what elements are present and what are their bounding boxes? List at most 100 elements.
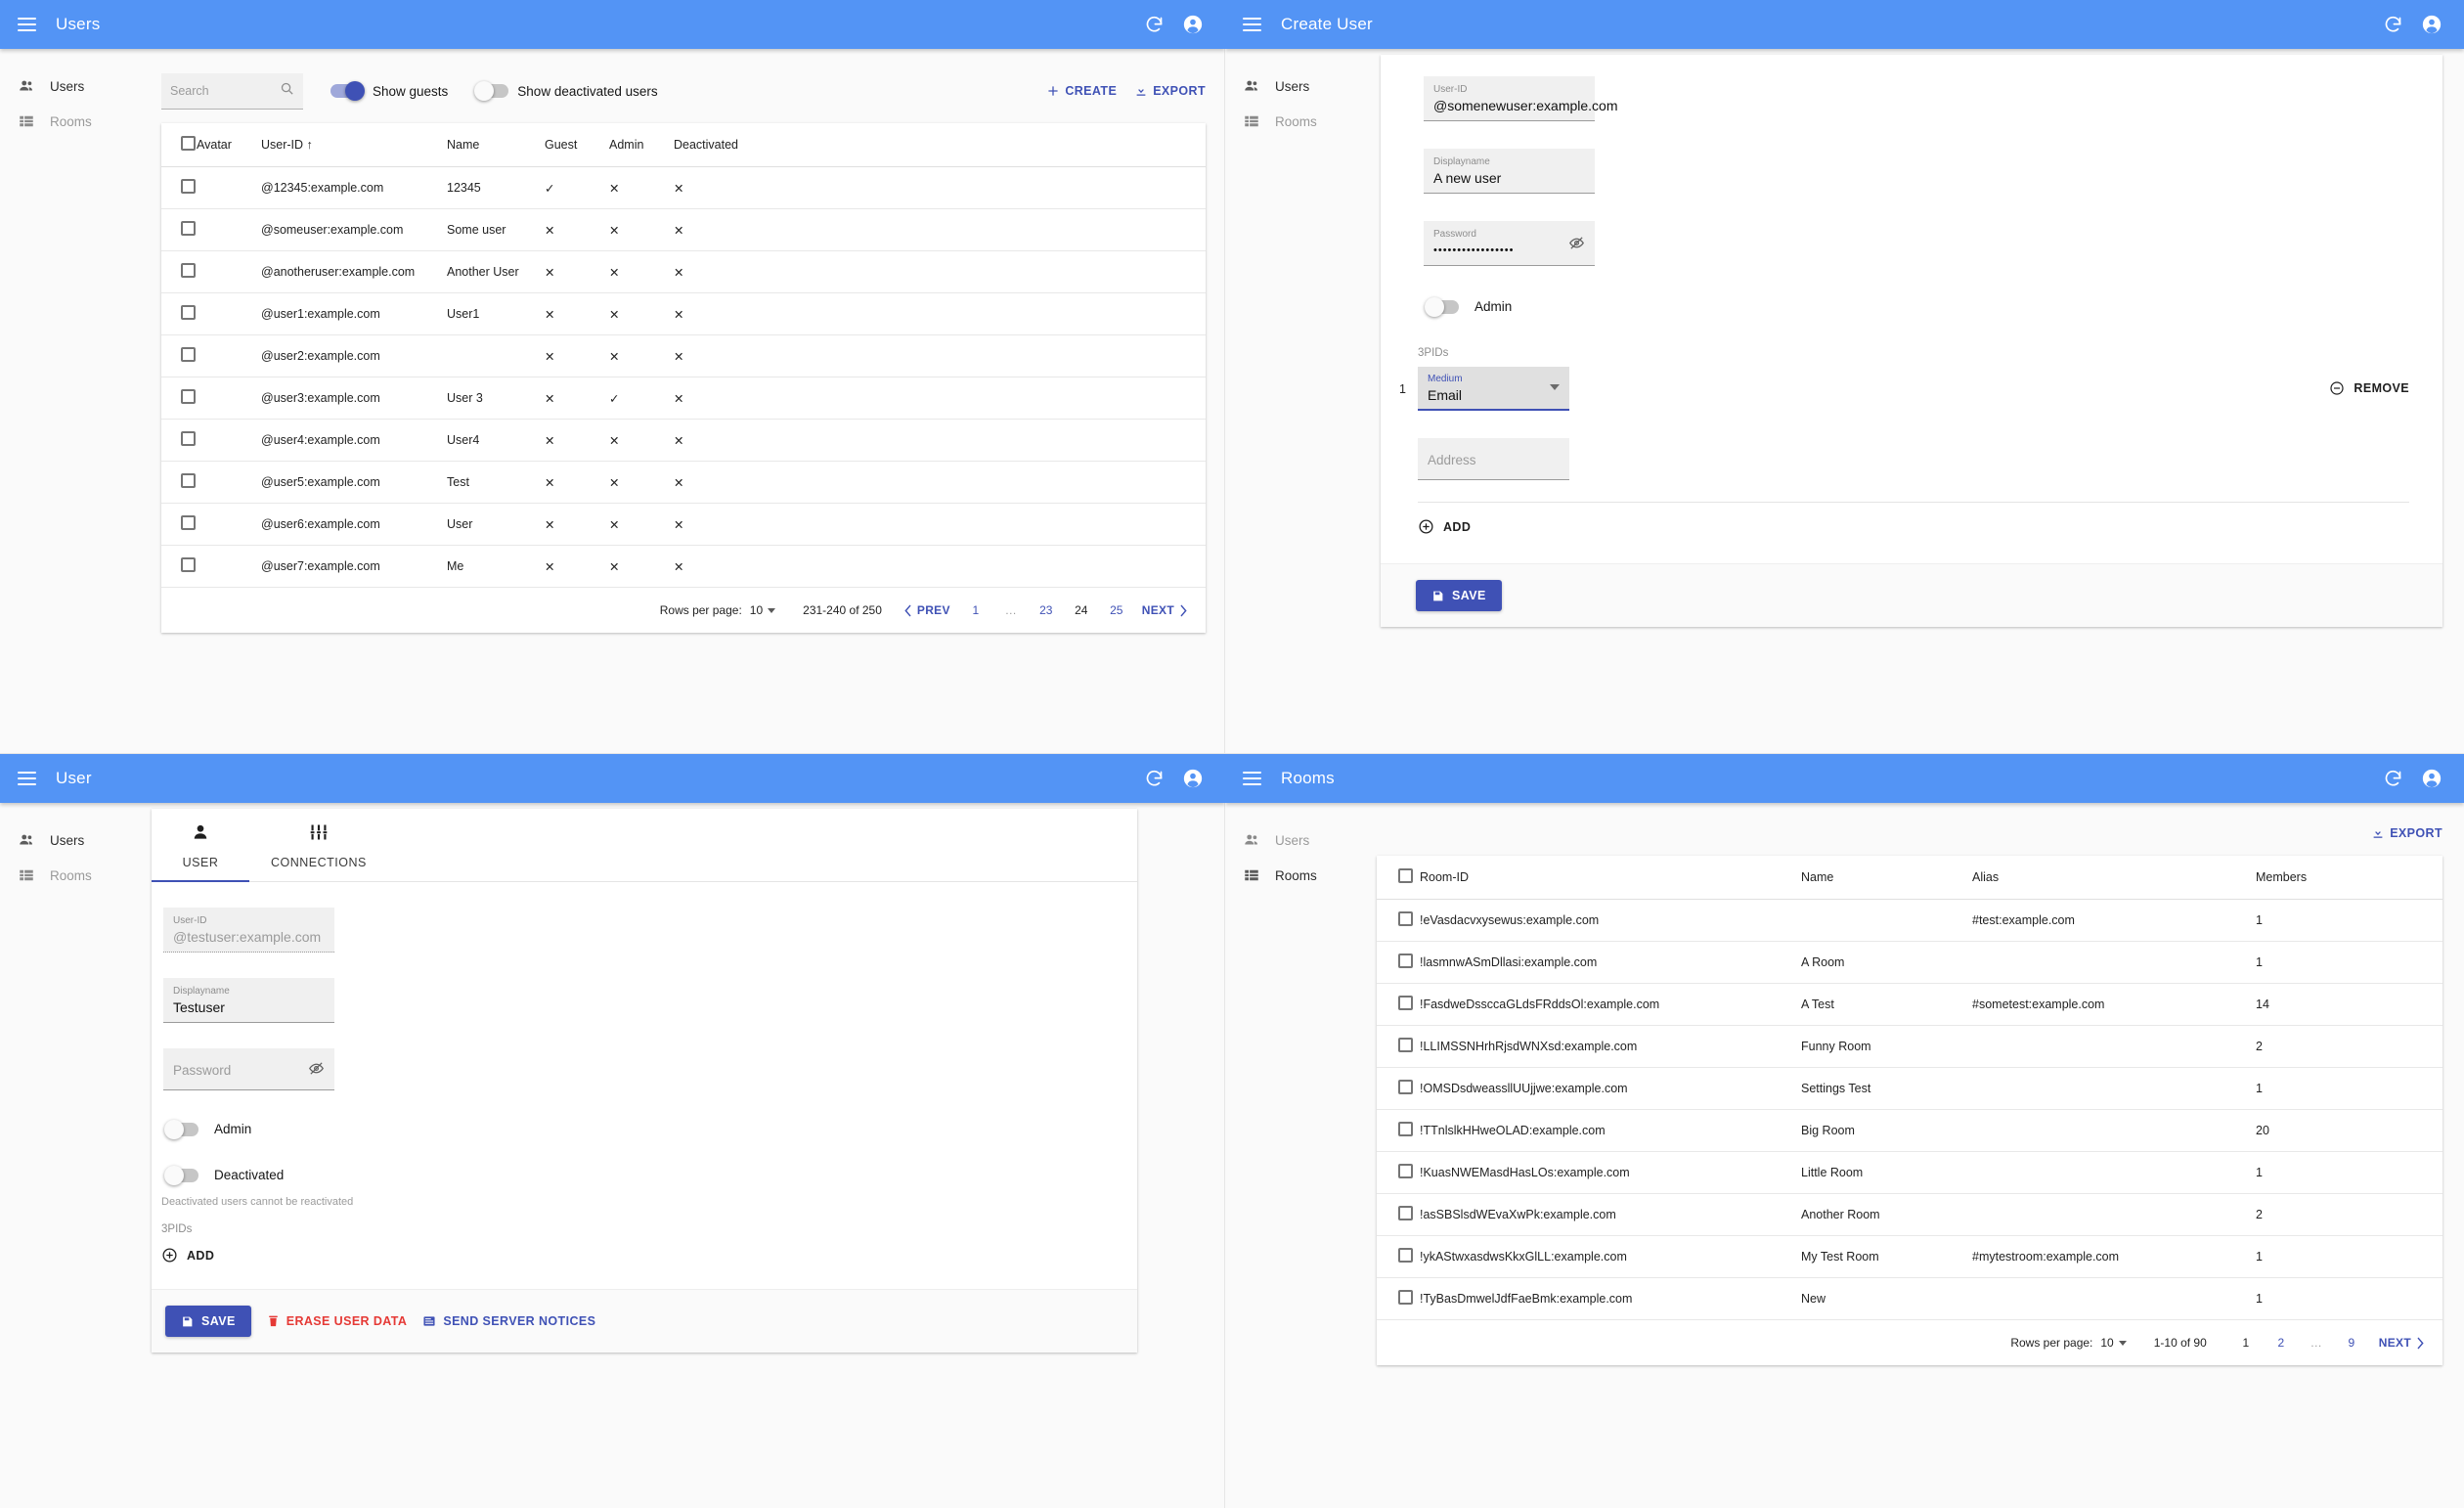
erase-user-data-button[interactable]: ERASE USER DATA	[267, 1314, 408, 1328]
sidebar-item-users[interactable]: Users	[0, 822, 152, 858]
row-checkbox[interactable]	[1398, 1164, 1413, 1178]
show-guests-toggle[interactable]: Show guests	[330, 81, 448, 101]
admin-toggle[interactable]: Admin	[164, 1119, 1137, 1139]
row-checkbox[interactable]	[1398, 1080, 1413, 1094]
row-checkbox[interactable]	[1398, 1122, 1413, 1136]
refresh-icon[interactable]	[2383, 769, 2403, 789]
add-threepid-button[interactable]: ADD	[1418, 518, 1471, 535]
search-input[interactable]: Search	[161, 72, 303, 110]
hamburger-menu-icon[interactable]	[18, 772, 36, 785]
password-field[interactable]: Password •••••••••••••••••	[1424, 221, 1595, 266]
sidebar-item-users[interactable]: Users	[1225, 822, 1377, 858]
row-checkbox[interactable]	[181, 305, 196, 320]
add-threepid-button[interactable]: ADD	[161, 1247, 214, 1264]
sidebar-item-users[interactable]: Users	[0, 68, 152, 104]
table-row[interactable]: !TTnlslkHHweOLAD:example.com Big Room 20	[1377, 1109, 2442, 1152]
remove-threepid-button[interactable]: REMOVE	[2329, 367, 2409, 396]
row-checkbox[interactable]	[181, 515, 196, 530]
account-icon[interactable]	[1182, 768, 1204, 789]
row-checkbox[interactable]	[181, 431, 196, 446]
displayname-field[interactable]: Displayname A new user	[1424, 149, 1595, 194]
table-row[interactable]: !ykAStwxasdwsKkxGlLL:example.com My Test …	[1377, 1235, 2442, 1278]
row-checkbox[interactable]	[1398, 1206, 1413, 1220]
next-page-button[interactable]: NEXT	[1142, 603, 1188, 617]
refresh-icon[interactable]	[1144, 15, 1165, 35]
page-number-current[interactable]: 1	[2242, 1336, 2250, 1350]
table-row[interactable]: @user1:example.com User1 ✕ ✕ ✕	[161, 292, 1206, 335]
table-row[interactable]: @user4:example.com User4 ✕ ✕ ✕	[161, 419, 1206, 462]
send-server-notices-button[interactable]: SEND SERVER NOTICES	[422, 1314, 595, 1328]
select-all-checkbox[interactable]	[181, 136, 196, 151]
rows-per-page-select[interactable]: 10	[2100, 1336, 2127, 1350]
sidebar-item-users[interactable]: Users	[1225, 68, 1377, 104]
row-checkbox[interactable]	[1398, 996, 1413, 1010]
row-checkbox[interactable]	[181, 179, 196, 194]
table-row[interactable]: !asSBSlsdWEvaXwPk:example.com Another Roo…	[1377, 1193, 2442, 1236]
save-button[interactable]: SAVE	[1416, 580, 1502, 611]
table-row[interactable]: !lasmnwASmDllasi:example.com A Room 1	[1377, 941, 2442, 984]
refresh-icon[interactable]	[2383, 15, 2403, 35]
row-checkbox[interactable]	[1398, 1290, 1413, 1305]
sidebar-item-rooms[interactable]: Rooms	[0, 104, 152, 139]
show-deactivated-toggle[interactable]: Show deactivated users	[474, 81, 658, 101]
row-checkbox[interactable]	[1398, 1038, 1413, 1052]
row-checkbox[interactable]	[1398, 911, 1413, 926]
address-field[interactable]: Address	[1418, 438, 1569, 480]
table-row[interactable]: !eVasdacvxysewus:example.com #test:exampl…	[1377, 899, 2442, 942]
admin-toggle[interactable]: Admin	[1425, 296, 2442, 317]
hamburger-menu-icon[interactable]	[1243, 772, 1261, 785]
account-icon[interactable]	[1182, 14, 1204, 35]
page-number-current[interactable]: 24	[1075, 603, 1088, 617]
password-field[interactable]: Password	[163, 1048, 334, 1090]
table-row[interactable]: @user7:example.com Me ✕ ✕ ✕	[161, 545, 1206, 588]
col-userid[interactable]: User-ID ↑	[261, 123, 447, 167]
row-checkbox[interactable]	[1398, 954, 1413, 968]
sidebar-item-rooms[interactable]: Rooms	[1225, 858, 1377, 893]
table-row[interactable]: @user2:example.com ✕ ✕ ✕	[161, 334, 1206, 377]
deactivated-toggle[interactable]: Deactivated	[164, 1165, 1137, 1185]
export-button[interactable]: EXPORT	[2371, 826, 2442, 840]
page-number[interactable]: 2	[2277, 1336, 2285, 1350]
page-number[interactable]: 25	[1110, 603, 1123, 617]
sidebar-item-rooms[interactable]: Rooms	[1225, 104, 1377, 139]
hamburger-menu-icon[interactable]	[1243, 18, 1261, 31]
table-row[interactable]: @12345:example.com 12345 ✓ ✕ ✕	[161, 166, 1206, 209]
displayname-field[interactable]: Displayname Testuser	[163, 978, 334, 1023]
tab-connections[interactable]: CONNECTIONS	[249, 809, 388, 881]
userid-field[interactable]: User-ID @somenewuser:example.com	[1424, 76, 1618, 121]
table-row[interactable]: !TyBasDmwelJdfFaeBmk:example.com New 1	[1377, 1277, 2442, 1320]
toggle-password-visibility-icon[interactable]	[308, 1060, 325, 1082]
table-row[interactable]: !OMSDsdweassllUUjjwe:example.com Settings…	[1377, 1067, 2442, 1110]
save-button[interactable]: SAVE	[165, 1306, 251, 1337]
table-row[interactable]: !FasdweDssccaGLdsFRddsOl:example.com A Te…	[1377, 983, 2442, 1026]
table-row[interactable]: @user5:example.com Test ✕ ✕ ✕	[161, 461, 1206, 504]
row-checkbox[interactable]	[1398, 1248, 1413, 1263]
row-checkbox[interactable]	[181, 473, 196, 488]
create-button[interactable]: CREATE	[1046, 84, 1117, 98]
sidebar-item-rooms[interactable]: Rooms	[0, 858, 152, 893]
row-checkbox[interactable]	[181, 221, 196, 236]
next-page-button[interactable]: NEXT	[2379, 1336, 2425, 1350]
table-row[interactable]: !KuasNWEMasdHasLOs:example.com Little Roo…	[1377, 1151, 2442, 1194]
table-row[interactable]: @someuser:example.com Some user ✕ ✕ ✕	[161, 208, 1206, 251]
row-checkbox[interactable]	[181, 557, 196, 572]
refresh-icon[interactable]	[1144, 769, 1165, 789]
hamburger-menu-icon[interactable]	[18, 18, 36, 31]
table-row[interactable]: @user3:example.com User 3 ✕ ✓ ✕	[161, 377, 1206, 420]
export-button[interactable]: EXPORT	[1134, 84, 1206, 98]
select-all-checkbox[interactable]	[1398, 868, 1413, 883]
row-checkbox[interactable]	[181, 389, 196, 404]
table-row[interactable]: @user6:example.com User ✕ ✕ ✕	[161, 503, 1206, 546]
row-checkbox[interactable]	[181, 263, 196, 278]
account-icon[interactable]	[2421, 768, 2442, 789]
page-number[interactable]: 1	[972, 603, 980, 617]
tab-user[interactable]: USER	[152, 809, 249, 882]
account-icon[interactable]	[2421, 14, 2442, 35]
medium-select[interactable]: Medium Email	[1418, 367, 1569, 411]
row-checkbox[interactable]	[181, 347, 196, 362]
table-row[interactable]: @anotheruser:example.com Another User ✕ ✕ ✕	[161, 250, 1206, 293]
page-number[interactable]: 9	[2348, 1336, 2355, 1350]
prev-page-button[interactable]: PREV	[903, 603, 950, 617]
page-number[interactable]: 23	[1039, 603, 1053, 617]
table-row[interactable]: !LLIMSSNHrhRjsdWNXsd:example.com Funny Ro…	[1377, 1025, 2442, 1068]
